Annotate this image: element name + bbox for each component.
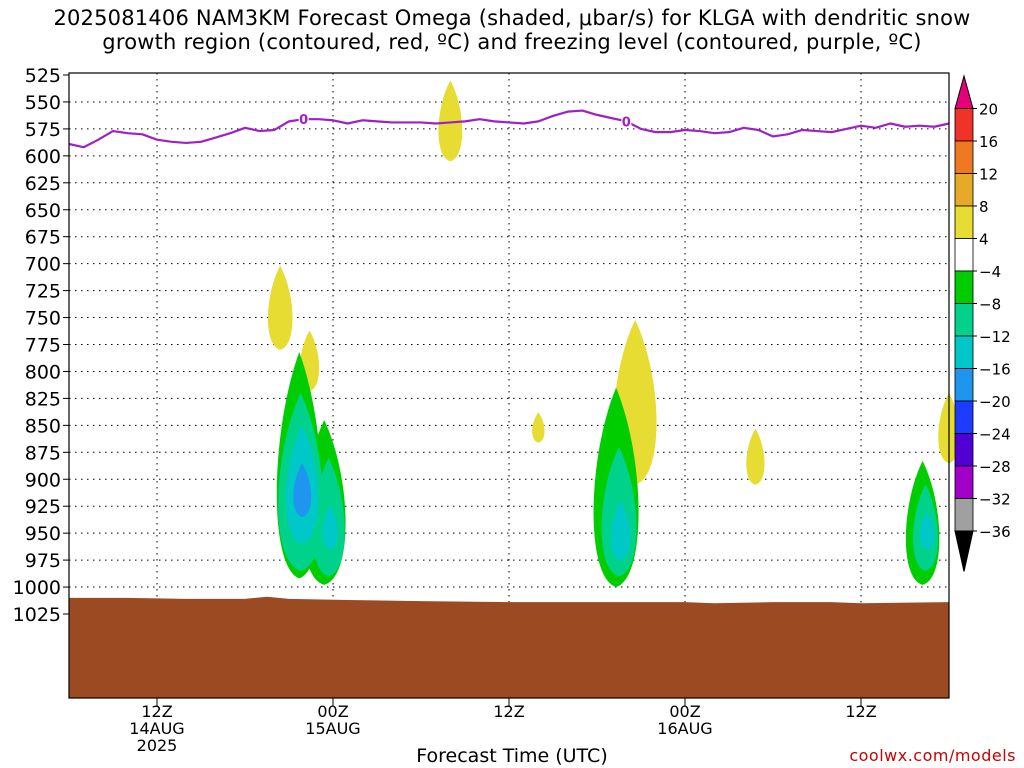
y-tick-label: 575 <box>25 119 61 141</box>
y-tick-label: 725 <box>25 281 61 303</box>
y-tick-label: 600 <box>25 146 61 168</box>
colorbar-bin <box>954 368 974 402</box>
omega-region <box>438 80 463 162</box>
y-tick-label: 750 <box>25 308 61 330</box>
colorbar-bin <box>954 173 974 207</box>
colorbar-tick-label: −36 <box>979 523 1011 541</box>
x-tick-label: 00Z <box>317 702 348 721</box>
x-tick-label: 15AUG <box>305 719 360 738</box>
chart-title: 2025081406 NAM3KM Forecast Omega (shaded… <box>0 6 1024 54</box>
y-tick-label: 625 <box>25 173 61 195</box>
colorbar-bin <box>954 270 974 304</box>
terrain-fill <box>69 596 949 698</box>
x-tick-label: 12Z <box>845 702 876 721</box>
freezing-level-label: 0 <box>299 113 308 128</box>
chart-title-line-2: growth region (contoured, red, ºC) and f… <box>102 30 922 54</box>
colorbar-tick-label: −16 <box>979 361 1011 379</box>
chart-title-line-1: 2025081406 NAM3KM Forecast Omega (shaded… <box>53 6 971 30</box>
colorbar-bin <box>954 140 974 174</box>
colorbar-arrow-bottom <box>954 530 974 572</box>
x-tick-label: 12Z <box>493 702 524 721</box>
colorbar-tick-label: −8 <box>979 296 1001 314</box>
y-tick-label: 875 <box>25 442 61 464</box>
colorbar-bin <box>954 498 974 532</box>
colorbar-bin <box>954 335 974 369</box>
y-tick-label: 950 <box>25 523 61 545</box>
colorbar-tick-label: 4 <box>979 231 989 249</box>
x-tick-label: 00Z <box>669 702 700 721</box>
y-tick-label: 650 <box>25 200 61 222</box>
x-tick-label: 2025 <box>137 736 178 755</box>
freezing-level-label: 0 <box>622 115 631 130</box>
colorbar-tick-label: 16 <box>979 133 998 151</box>
y-tick-label: 825 <box>25 388 61 410</box>
colorbar: 20 16 12 8 4 −4 −8 −12 −16 −20 −24 −28 −32 −36 <box>954 74 1011 572</box>
y-tick-label: 975 <box>25 550 61 572</box>
y-tick-label: 675 <box>25 227 61 249</box>
y-tick-label: 900 <box>25 469 61 491</box>
colorbar-tick-label: −32 <box>979 491 1011 509</box>
x-axis-label: Forecast Time (UTC) <box>416 745 608 767</box>
colorbar-bin <box>954 238 974 272</box>
y-tick-label: 700 <box>25 254 61 276</box>
colorbar-tick-label: −12 <box>979 328 1011 346</box>
colorbar-tick-label: −20 <box>979 393 1011 411</box>
colorbar-tick-label: −4 <box>979 263 1001 281</box>
colorbar-bin <box>954 205 974 239</box>
omega-region <box>267 265 293 350</box>
y-tick-label: 800 <box>25 361 61 383</box>
omega-region <box>610 500 630 561</box>
x-tick-label: 12Z <box>141 702 172 721</box>
colorbar-bin <box>954 400 974 434</box>
colorbar-tick-label: 12 <box>979 166 998 184</box>
omega-region <box>919 511 935 550</box>
freezing-level-label-bg <box>621 113 632 128</box>
colorbar-tick-label: −24 <box>979 426 1011 444</box>
plot-frame <box>68 72 950 699</box>
y-tick-label: 925 <box>25 496 61 518</box>
colorbar-bin <box>954 433 974 467</box>
colorbar-bin <box>954 303 974 337</box>
y-tick-label: 550 <box>25 92 61 114</box>
y-tick-label: 1025 <box>13 604 61 626</box>
y-tick-label: 1000 <box>13 577 61 599</box>
grid-lines <box>69 73 949 698</box>
colorbar-tick-label: −28 <box>979 458 1011 476</box>
omega-shading <box>267 80 960 588</box>
axes: 525 550 575 600 625 650 675 700 725 750 775 800 825 8… <box>13 65 950 755</box>
freezing-level-label-bg <box>298 111 309 126</box>
omega-region <box>322 506 338 550</box>
colorbar-tick-label: 20 <box>979 101 998 119</box>
x-tick-label: 16AUG <box>657 719 712 738</box>
freezing-level-line <box>68 109 950 149</box>
y-tick-label: 525 <box>25 65 61 87</box>
omega-region <box>532 412 545 443</box>
colorbar-bin <box>954 108 974 142</box>
x-tick-label: 14AUG <box>129 719 184 738</box>
omega-region <box>293 463 312 517</box>
terrain <box>69 596 949 698</box>
colorbar-tick-label: 8 <box>979 198 989 216</box>
colorbar-bin <box>954 465 974 499</box>
omega-region <box>746 428 765 485</box>
colorbar-arrow-top <box>954 74 974 109</box>
y-tick-label: 850 <box>25 415 61 437</box>
footer-link[interactable]: coolwx.com/models <box>849 746 1016 765</box>
y-tick-label: 775 <box>25 335 61 357</box>
